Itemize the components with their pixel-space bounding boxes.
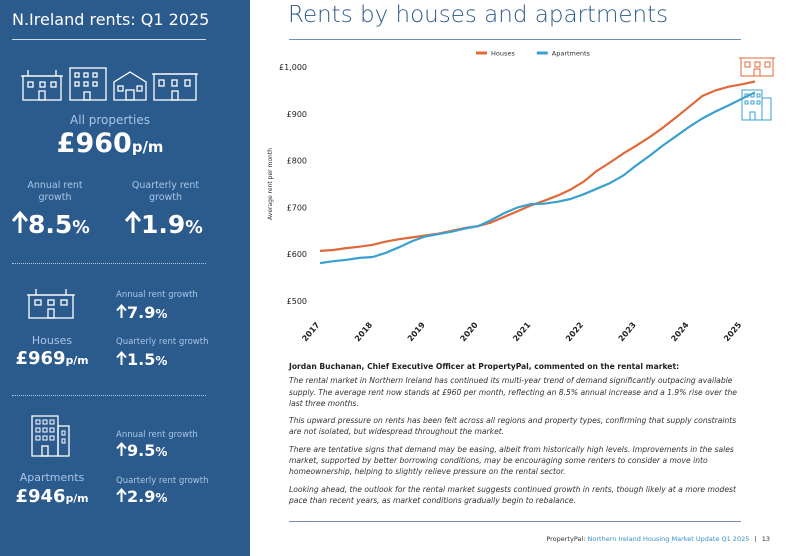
paragraph: There are tentative signs that demand ma… [289,444,734,477]
chart-icons [739,57,775,121]
arrow-icon [116,442,127,456]
footer-separator: | [754,535,757,543]
arrow-icon [116,351,127,365]
footer: PropertyPal: Northern Ireland Housing Ma… [546,535,770,543]
unit: % [185,218,203,238]
houses-label: Houses [31,334,73,347]
apartments-label: Apartments [19,471,85,484]
commentary: Jordan Buchanan, Chief Executive Officer… [289,361,745,512]
houses-value: £969p/m [0,348,104,369]
footer-text: Northern Ireland Housing Market Update Q… [587,535,750,543]
paragraph: Looking ahead, the outlook for the renta… [289,484,736,505]
unit: % [155,445,168,459]
house-icon [27,289,75,319]
unit: % [72,218,90,238]
unit: % [155,491,168,505]
y-tick-label: £600 [287,250,307,259]
x-tick-label: 2019 [406,320,427,343]
legend-label: Apartments [552,50,591,58]
quarterly-label: Quarterly rent growth [131,180,200,203]
x-tick-label: 2017 [300,321,321,344]
unit: p/m [65,354,89,367]
y-tick-label: £700 [287,203,307,212]
unit: p/m [65,492,89,505]
page-number: 13 [761,535,770,543]
y-tick-label: £900 [287,110,307,119]
value: £946 [15,486,66,507]
apartments-quarterly-value: 2.9% [116,487,167,506]
y-tick-label: £500 [287,297,307,306]
value: 2.9 [127,487,156,506]
rule [12,39,206,40]
value: £960 [56,128,132,159]
line-chart: £500 £600 £700 £800 £900 £1,000 2017 2018 2019 20… [267,50,775,344]
legend-label: Houses [491,50,515,58]
arrow-icon [12,211,28,233]
paragraph: This upward pressure on rents has been f… [289,416,737,437]
unit: % [155,354,168,368]
houses-quarterly-value: 1.5% [116,350,167,369]
line-series [319,91,756,265]
paragraph: The rental market in Northern Ireland ha… [289,376,737,408]
value: 1.9 [141,210,186,239]
divider [12,263,206,264]
sidebar-title: N.Ireland rents: Q1 2025 [12,10,210,29]
sidebar: N.Ireland rents: Q1 2025 All properties … [0,0,250,556]
divider [12,395,206,396]
y-tick-label: £1,000 [279,63,307,72]
arrow-icon [125,211,141,233]
houses-quarterly-label: Quarterly rent growth [116,337,209,347]
apartments-annual-value: 9.5% [116,441,167,460]
apartments-annual-label: Annual rent growth [116,430,198,440]
annual-label: Annual rent growth [27,180,83,203]
houses-annual-label: Annual rent growth [116,290,198,300]
x-tick-label: 2018 [353,320,374,343]
commentary-heading: Jordan Buchanan, Chief Executive Officer… [289,362,680,371]
unit: p/m [131,138,164,156]
rule [289,39,741,40]
apartments-value: £946p/m [0,486,104,507]
arrow-icon [116,304,127,318]
y-tick-label: £800 [287,157,307,166]
value: 9.5 [127,441,156,460]
unit: % [155,307,168,321]
x-tick-label: 2022 [564,321,585,344]
value: £969 [15,348,66,369]
annual-value: 8.5% [12,210,90,239]
value: 1.5 [127,350,156,369]
line-series [319,80,756,252]
value: 8.5 [28,210,73,239]
apartment-icon [31,415,70,457]
apartments-quarterly-label: Quarterly rent growth [116,476,209,486]
y-axis-label: Average rent per month [267,148,274,220]
all-label: All properties [70,113,150,127]
footer-brand: PropertyPal: [546,535,586,543]
value: 7.9 [127,303,156,322]
all-value: £960p/m [0,128,220,159]
x-tick-label: 2020 [459,320,480,343]
x-tick-label: 2023 [617,321,638,344]
property-icons [21,67,198,101]
rule [289,521,741,522]
x-tick-label: 2024 [669,320,690,343]
houses-annual-value: 7.9% [116,303,167,322]
chart-title: Rents by houses and apartments [288,2,669,28]
x-tick-label: 2025 [722,320,743,343]
x-tick-label: 2021 [511,320,532,343]
arrow-icon [116,488,127,502]
quarterly-value: 1.9% [125,210,203,239]
